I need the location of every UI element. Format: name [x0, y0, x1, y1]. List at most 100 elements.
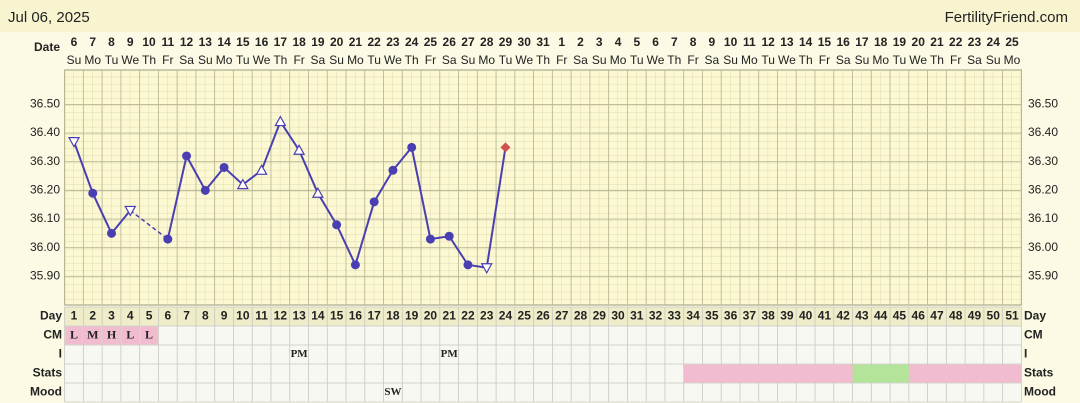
date-label: 8	[690, 35, 697, 49]
temp-point	[444, 231, 454, 241]
y-tick-label-right: 36.50	[1028, 97, 1058, 111]
cm-value: L	[145, 327, 153, 341]
cm-value: L	[126, 327, 134, 341]
day-number: 12	[274, 309, 288, 323]
day-number: 46	[912, 309, 926, 323]
temp-point	[480, 263, 493, 274]
stats-cell	[1002, 364, 1022, 383]
stats-cell	[983, 364, 1003, 383]
cm-value: L	[70, 327, 78, 341]
date-label: 17	[274, 35, 288, 49]
mood-value: SW	[384, 386, 401, 398]
weekday-label: Mo	[1004, 53, 1021, 67]
weekday-label: We	[121, 53, 139, 67]
day-number: 36	[724, 309, 738, 323]
row-label-right: I	[1024, 347, 1027, 361]
weekday-label: Fr	[687, 53, 698, 67]
date-label: 3	[596, 35, 603, 49]
day-number: 17	[367, 309, 381, 323]
day-number: 11	[255, 309, 268, 323]
day-number: 35	[705, 309, 719, 323]
day-number: 4	[127, 309, 134, 323]
weekday-label: Th	[536, 53, 550, 67]
weekday-label: Th	[142, 53, 156, 67]
day-number: 31	[630, 309, 644, 323]
weekday-label: We	[515, 53, 533, 67]
stats-cell	[908, 364, 928, 383]
date-label: 14	[217, 35, 231, 49]
row-label: I	[59, 347, 62, 361]
date-label: 25	[424, 35, 438, 49]
temp-point	[219, 162, 229, 172]
weekday-label: Sa	[311, 53, 326, 67]
stats-cell	[871, 364, 891, 383]
stats-cell	[852, 364, 872, 383]
weekday-label: Fr	[293, 53, 304, 67]
date-label: 24	[405, 35, 419, 49]
weekday-label: We	[909, 53, 927, 67]
temp-point	[388, 165, 398, 175]
cm-cell	[140, 326, 158, 345]
day-number: 5	[146, 309, 153, 323]
day-number: 40	[799, 309, 813, 323]
y-tick-label: 35.90	[30, 269, 60, 283]
date-label: 13	[199, 35, 213, 49]
day-number: 19	[405, 309, 419, 323]
date-label: 22	[367, 35, 381, 49]
day-number: 1	[71, 309, 78, 323]
cm-cell	[83, 326, 102, 345]
cm-value: M	[87, 327, 98, 341]
temp-line	[73, 141, 132, 236]
weekday-label: Mo	[84, 53, 101, 67]
stats-cell	[890, 364, 910, 383]
day-row	[64, 307, 1022, 326]
weekday-label: Tu	[367, 53, 381, 67]
temp-point	[425, 234, 435, 244]
stats-cell	[927, 364, 947, 383]
date-label: 16	[836, 35, 850, 49]
date-label: 10	[724, 35, 738, 49]
stats-cell	[683, 364, 703, 383]
temp-point	[163, 234, 173, 244]
date-label: 19	[893, 35, 907, 49]
row-label-right: Stats	[1024, 366, 1054, 380]
day-number: 20	[424, 309, 438, 323]
date-label: 6	[71, 35, 78, 49]
day-number: 28	[574, 309, 588, 323]
skip-line	[129, 209, 169, 240]
date-label: 18	[292, 35, 306, 49]
row-label-right: Mood	[1024, 385, 1056, 399]
site-name: FertilityFriend.com	[945, 9, 1068, 26]
stats-cell	[946, 364, 966, 383]
temp-point	[463, 260, 473, 270]
row-label: Day	[40, 309, 62, 323]
y-tick-label-right: 36.10	[1028, 211, 1058, 225]
weekday-label: Su	[592, 53, 607, 67]
day-number: 9	[221, 309, 228, 323]
weekday-label: Mo	[610, 53, 627, 67]
weekday-label: Su	[855, 53, 870, 67]
weekday-label: Sa	[573, 53, 588, 67]
cm-value: H	[107, 327, 117, 341]
stats-cell	[739, 364, 760, 383]
date-label: 19	[311, 35, 325, 49]
temp-point	[311, 186, 324, 198]
weekday-label: We	[384, 53, 402, 67]
day-number: 13	[292, 309, 306, 323]
temp-point	[236, 178, 249, 190]
date-label: 21	[349, 35, 363, 49]
weekday-label: Th	[930, 53, 944, 67]
chart-title: Jul 06, 2025	[8, 9, 90, 26]
day-number: 38	[761, 309, 775, 323]
temp-point	[407, 142, 417, 152]
y-tick-label: 36.40	[30, 125, 60, 139]
stats-cell	[796, 364, 816, 383]
temp-point	[332, 220, 342, 230]
weekday-label: Su	[329, 53, 344, 67]
day-number: 49	[968, 309, 982, 323]
day-number: 3	[108, 309, 115, 323]
stats-cell	[777, 364, 797, 383]
date-label: 27	[461, 35, 475, 49]
date-label: 11	[161, 35, 174, 49]
weekday-label: Sa	[704, 53, 719, 67]
